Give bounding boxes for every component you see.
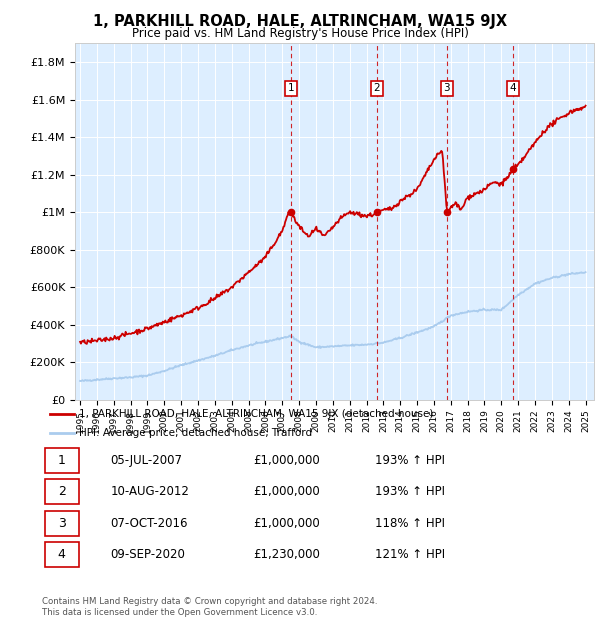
- Text: 1, PARKHILL ROAD, HALE, ALTRINCHAM, WA15 9JX: 1, PARKHILL ROAD, HALE, ALTRINCHAM, WA15…: [93, 14, 507, 29]
- Text: 09-SEP-2020: 09-SEP-2020: [110, 549, 185, 561]
- Text: 2: 2: [58, 485, 66, 498]
- Text: 05-JUL-2007: 05-JUL-2007: [110, 454, 182, 466]
- Text: 2: 2: [373, 84, 380, 94]
- Text: 193% ↑ HPI: 193% ↑ HPI: [374, 454, 445, 466]
- Text: 193% ↑ HPI: 193% ↑ HPI: [374, 485, 445, 498]
- Text: Price paid vs. HM Land Registry's House Price Index (HPI): Price paid vs. HM Land Registry's House …: [131, 27, 469, 40]
- Text: 118% ↑ HPI: 118% ↑ HPI: [374, 517, 445, 529]
- Text: 4: 4: [58, 549, 66, 561]
- Text: 3: 3: [443, 84, 450, 94]
- Text: £1,000,000: £1,000,000: [253, 517, 320, 529]
- Text: 121% ↑ HPI: 121% ↑ HPI: [374, 549, 445, 561]
- Text: 4: 4: [509, 84, 516, 94]
- Text: HPI: Average price, detached house, Trafford: HPI: Average price, detached house, Traf…: [79, 428, 312, 438]
- FancyBboxPatch shape: [44, 511, 79, 536]
- Text: £1,000,000: £1,000,000: [253, 485, 320, 498]
- FancyBboxPatch shape: [44, 479, 79, 504]
- FancyBboxPatch shape: [44, 448, 79, 472]
- Text: £1,000,000: £1,000,000: [253, 454, 320, 466]
- Text: 10-AUG-2012: 10-AUG-2012: [110, 485, 190, 498]
- Text: 07-OCT-2016: 07-OCT-2016: [110, 517, 188, 529]
- Text: 1, PARKHILL ROAD, HALE, ALTRINCHAM, WA15 9JX (detached house): 1, PARKHILL ROAD, HALE, ALTRINCHAM, WA15…: [79, 409, 433, 419]
- Text: 3: 3: [58, 517, 66, 529]
- Text: 1: 1: [58, 454, 66, 466]
- Text: £1,230,000: £1,230,000: [253, 549, 320, 561]
- FancyBboxPatch shape: [44, 542, 79, 567]
- Text: 1: 1: [287, 84, 294, 94]
- Text: Contains HM Land Registry data © Crown copyright and database right 2024.
This d: Contains HM Land Registry data © Crown c…: [42, 598, 377, 617]
